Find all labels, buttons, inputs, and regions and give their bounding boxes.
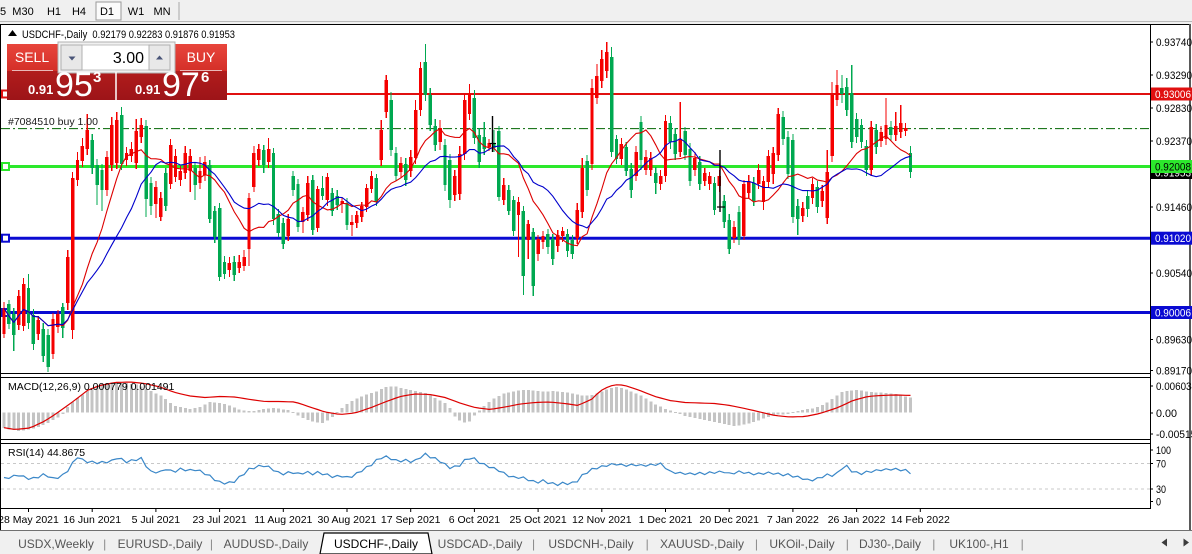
svg-text:5: 5 xyxy=(0,6,6,18)
svg-text:0.90006: 0.90006 xyxy=(1155,308,1191,320)
svg-text:16 Jun 2021: 16 Jun 2021 xyxy=(63,514,121,526)
svg-text:USDX,Weekly: USDX,Weekly xyxy=(18,537,94,551)
svg-text:25 Oct 2021: 25 Oct 2021 xyxy=(509,514,566,526)
svg-text:EURUSD-,Daily: EURUSD-,Daily xyxy=(118,537,203,551)
svg-text:MN: MN xyxy=(153,6,170,18)
svg-text:|: | xyxy=(755,537,758,551)
svg-text:0.92370: 0.92370 xyxy=(1156,136,1192,148)
svg-text:AUDUSD-,Daily: AUDUSD-,Daily xyxy=(224,537,309,551)
svg-text:14 Feb 2022: 14 Feb 2022 xyxy=(891,514,950,526)
svg-text:-0.005156: -0.005156 xyxy=(1156,429,1192,441)
svg-text:|: | xyxy=(932,537,935,551)
svg-text:1 Dec 2021: 1 Dec 2021 xyxy=(639,514,693,526)
svg-text:0.92008: 0.92008 xyxy=(1155,162,1191,174)
svg-text:0.91020: 0.91020 xyxy=(1155,233,1191,245)
svg-text:26 Jan 2022: 26 Jan 2022 xyxy=(828,514,886,526)
svg-text:USDCHF-,Daily 0.92179 0.92283: USDCHF-,Daily 0.92179 0.92283 0.91876 0.… xyxy=(22,29,235,41)
svg-text:17 Sep 2021: 17 Sep 2021 xyxy=(381,514,441,526)
svg-text:BUY: BUY xyxy=(187,49,216,65)
svg-text:0.006034: 0.006034 xyxy=(1156,381,1192,393)
svg-text:|: | xyxy=(846,537,849,551)
svg-text:0.89630: 0.89630 xyxy=(1156,335,1192,347)
svg-text:SELL: SELL xyxy=(15,49,49,65)
svg-text:#7084510 buy 1.00: #7084510 buy 1.00 xyxy=(8,116,98,128)
svg-text:97: 97 xyxy=(162,66,200,104)
svg-text:0.91: 0.91 xyxy=(135,82,160,97)
svg-text:UK100-,H1: UK100-,H1 xyxy=(949,537,1009,551)
svg-text:3: 3 xyxy=(93,69,101,86)
svg-text:70: 70 xyxy=(1156,459,1166,471)
svg-text:H1: H1 xyxy=(47,6,61,18)
svg-text:6 Oct 2021: 6 Oct 2021 xyxy=(449,514,501,526)
svg-text:|: | xyxy=(1021,537,1024,551)
svg-text:H4: H4 xyxy=(72,6,86,18)
svg-text:12 Nov 2021: 12 Nov 2021 xyxy=(572,514,632,526)
svg-text:7 Jan 2022: 7 Jan 2022 xyxy=(767,514,819,526)
svg-text:USDCAD-,Daily: USDCAD-,Daily xyxy=(438,537,523,551)
svg-text:6: 6 xyxy=(201,69,209,86)
svg-text:RSI(14) 44.8675: RSI(14) 44.8675 xyxy=(8,447,85,459)
svg-text:USDCHF-,Daily: USDCHF-,Daily xyxy=(334,537,418,551)
svg-text:|: | xyxy=(646,537,649,551)
svg-text:W1: W1 xyxy=(128,6,145,18)
svg-text:|: | xyxy=(532,537,535,551)
svg-text:|: | xyxy=(103,537,106,551)
svg-text:0.91: 0.91 xyxy=(28,82,53,97)
svg-text:23 Jul 2021: 23 Jul 2021 xyxy=(192,514,246,526)
svg-text:0.93290: 0.93290 xyxy=(1156,70,1192,82)
svg-text:0.92830: 0.92830 xyxy=(1156,103,1192,115)
svg-text:30 Aug 2021: 30 Aug 2021 xyxy=(318,514,377,526)
svg-text:XAUUSD-,Daily: XAUUSD-,Daily xyxy=(660,537,744,551)
svg-text:28 May 2021: 28 May 2021 xyxy=(0,514,59,526)
svg-text:0.93006: 0.93006 xyxy=(1155,89,1191,101)
svg-text:30: 30 xyxy=(1156,484,1166,496)
svg-text:DJ30-,Daily: DJ30-,Daily xyxy=(859,537,921,551)
svg-text:UKOil-,Daily: UKOil-,Daily xyxy=(769,537,834,551)
svg-text:3.00: 3.00 xyxy=(113,50,144,67)
svg-text:5 Jul 2021: 5 Jul 2021 xyxy=(132,514,181,526)
svg-text:0.93740: 0.93740 xyxy=(1156,37,1192,49)
svg-text:100: 100 xyxy=(1156,445,1171,457)
svg-text:0.90540: 0.90540 xyxy=(1156,268,1192,280)
svg-text:0.00: 0.00 xyxy=(1156,408,1177,420)
svg-text:0.89170: 0.89170 xyxy=(1156,366,1192,378)
svg-text:USDCNH-,Daily: USDCNH-,Daily xyxy=(548,537,633,551)
svg-text:0: 0 xyxy=(1156,497,1161,509)
svg-text:95: 95 xyxy=(55,66,93,104)
svg-text:20 Dec 2021: 20 Dec 2021 xyxy=(699,514,759,526)
svg-text:D1: D1 xyxy=(100,6,114,18)
svg-text:11 Aug 2021: 11 Aug 2021 xyxy=(254,514,312,526)
svg-text:M30: M30 xyxy=(12,6,33,18)
svg-text:0.91460: 0.91460 xyxy=(1156,202,1192,214)
svg-text:|: | xyxy=(210,537,213,551)
svg-text:MACD(12,26,9) 0.000779 0.00149: MACD(12,26,9) 0.000779 0.001491 xyxy=(8,381,175,393)
